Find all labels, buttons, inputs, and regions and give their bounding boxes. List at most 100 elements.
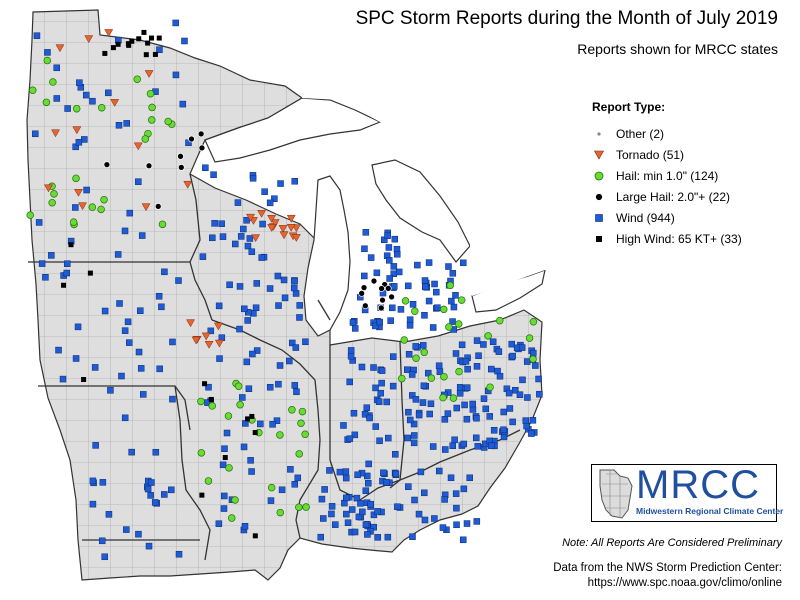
wind-report-marker	[158, 303, 165, 311]
wind-report-marker	[412, 343, 419, 350]
wind-report-marker	[392, 451, 399, 458]
hail-report-marker	[26, 211, 34, 219]
tornado-report-marker	[291, 224, 301, 233]
wind-report-marker	[244, 309, 252, 316]
wind-report-marker	[121, 414, 129, 422]
wind-report-marker	[210, 171, 217, 178]
wind-report-marker	[370, 511, 378, 519]
wind-report-marker	[205, 383, 212, 391]
wind-report-marker	[63, 260, 71, 267]
wind-report-marker	[385, 244, 393, 251]
wind-report-marker	[452, 350, 460, 357]
wind-report-marker	[458, 341, 466, 349]
wind-report-marker	[89, 477, 97, 485]
wind-report-marker	[350, 409, 358, 417]
wind-report-marker	[535, 375, 542, 383]
high-wind-report-marker	[222, 455, 228, 461]
wind-report-marker	[351, 431, 359, 439]
wind-report-marker	[469, 406, 477, 413]
hail-report-marker	[412, 354, 420, 362]
hail-report-marker	[197, 449, 206, 457]
hail-report-marker	[69, 218, 78, 226]
wind-report-marker	[220, 505, 228, 512]
hail-report-marker	[148, 103, 156, 112]
wind-report-marker	[522, 417, 530, 424]
wind-report-marker	[281, 294, 289, 302]
wind-report-marker	[434, 304, 441, 311]
wind-report-marker	[296, 302, 303, 309]
high-wind-report-marker	[81, 377, 87, 383]
wind-report-marker	[365, 479, 372, 487]
wind-report-marker	[361, 272, 368, 280]
tornado-report-marker	[104, 29, 114, 37]
triangle-down-icon	[592, 148, 606, 162]
wind-report-marker	[226, 281, 233, 289]
wind-report-marker	[169, 395, 176, 403]
hail-report-marker	[29, 86, 37, 95]
wind-report-marker	[500, 408, 507, 416]
wind-report-marker	[318, 495, 326, 503]
hail-report-marker	[486, 383, 494, 391]
wind-report-marker	[336, 468, 344, 476]
wind-report-marker	[215, 302, 223, 310]
wind-report-marker	[53, 95, 61, 102]
wind-report-marker	[144, 485, 152, 493]
wind-report-marker	[64, 105, 71, 112]
wind-report-marker	[135, 178, 142, 185]
wind-report-marker	[156, 46, 163, 53]
wind-report-marker	[287, 466, 294, 473]
wind-report-marker	[236, 283, 244, 290]
blue-square-icon	[592, 211, 606, 225]
wind-report-marker	[317, 533, 324, 541]
hail-report-marker	[224, 412, 233, 420]
wind-report-marker	[237, 233, 245, 240]
tornado-report-marker	[291, 234, 301, 242]
wind-report-marker	[342, 468, 350, 475]
tornado-report-marker	[278, 225, 288, 233]
wind-report-marker	[219, 461, 227, 469]
wind-report-marker	[487, 365, 495, 373]
wind-report-marker	[460, 536, 467, 544]
high-wind-report-marker	[87, 270, 93, 276]
wind-report-marker	[404, 282, 412, 290]
hail-report-marker	[302, 503, 310, 511]
logo-subtitle: Midwestern Regional Climate Center	[636, 506, 784, 516]
wind-report-marker	[123, 526, 130, 533]
wind-report-marker	[351, 528, 359, 536]
tornado-report-marker	[257, 210, 267, 218]
wind-report-marker	[236, 325, 243, 333]
wind-report-marker	[508, 340, 516, 348]
tornado-report-marker	[110, 99, 120, 107]
wind-report-marker	[219, 233, 227, 240]
wind-report-marker	[116, 300, 123, 307]
legend-title: Report Type:	[592, 100, 666, 114]
large-hail-report-marker	[198, 144, 206, 152]
wind-report-marker	[425, 297, 433, 305]
wind-report-marker	[441, 496, 448, 503]
wind-report-marker	[375, 398, 383, 405]
tornado-report-marker	[44, 184, 53, 193]
high-wind-report-marker	[149, 35, 155, 41]
wind-report-marker	[209, 234, 216, 242]
hail-report-marker	[398, 374, 406, 383]
wind-report-marker	[431, 515, 438, 522]
wind-report-marker	[211, 220, 218, 227]
wind-report-marker	[393, 250, 401, 258]
wind-report-marker	[473, 518, 481, 525]
hail-report-marker	[49, 78, 57, 86]
hail-report-marker	[440, 372, 448, 381]
wind-report-marker	[377, 389, 384, 397]
wind-report-marker	[390, 270, 398, 277]
wind-report-marker	[258, 254, 265, 261]
wind-report-marker	[406, 416, 414, 424]
tornado-report-marker	[78, 202, 87, 211]
wind-report-marker	[378, 367, 386, 374]
wind-report-marker	[326, 467, 333, 474]
wind-report-marker	[240, 225, 247, 233]
wind-report-marker	[362, 229, 370, 236]
wind-report-marker	[273, 417, 281, 424]
wind-report-marker	[151, 499, 159, 506]
wind-report-marker	[246, 235, 254, 242]
wind-report-marker	[128, 448, 135, 456]
wind-report-marker	[370, 523, 377, 531]
